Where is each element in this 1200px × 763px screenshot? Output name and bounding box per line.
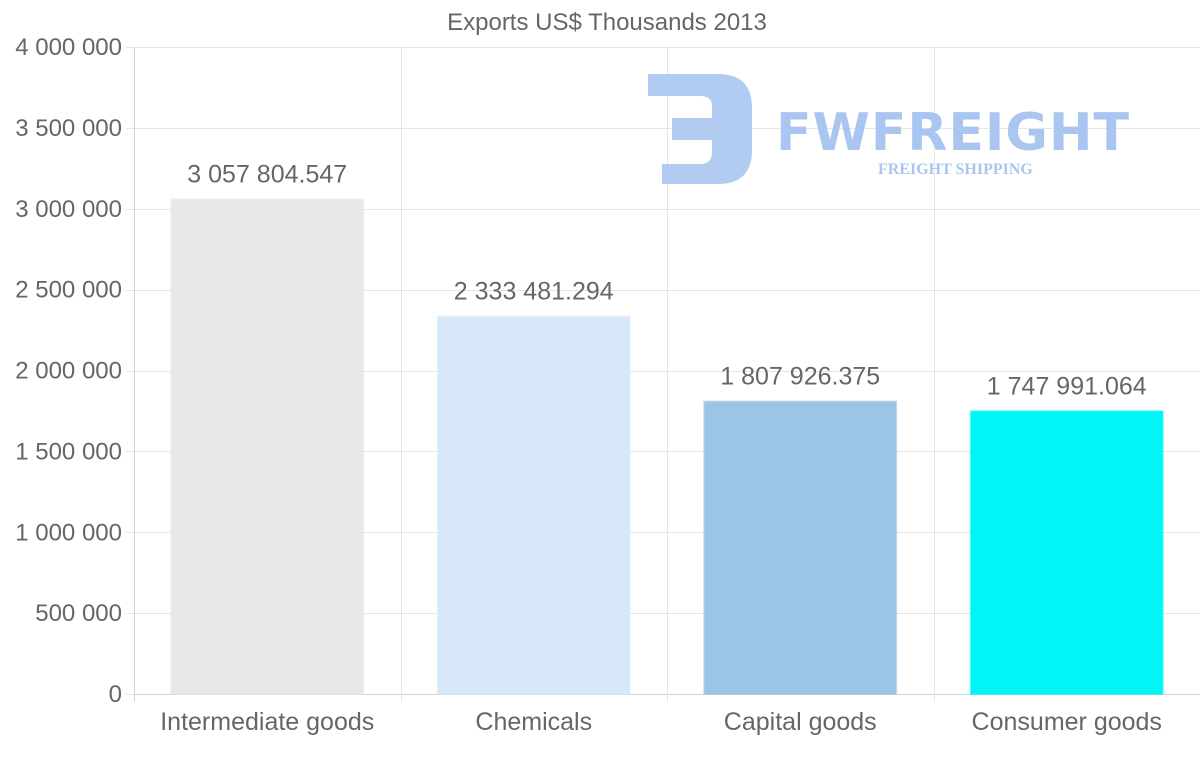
y-tick-label: 2 000 000 (15, 358, 122, 385)
y-tick-label: 1 500 000 (15, 438, 122, 465)
x-category-label: Capital goods (724, 708, 877, 736)
x-category-label: Chemicals (475, 708, 592, 736)
y-tick-label: 0 (109, 681, 122, 708)
bar (969, 410, 1164, 695)
value-labels: 3 057 804.547 2 333 481.294 1 807 926.375 1… (187, 160, 1146, 400)
bars (170, 198, 1164, 695)
y-tick-label: 500 000 (35, 600, 122, 627)
y-tick-label: 3 000 000 (15, 196, 122, 223)
bar-value-label: 2 333 481.294 (454, 278, 614, 306)
bar (436, 315, 631, 695)
watermark-tagline: FREIGHT SHIPPING (878, 161, 1033, 178)
bar (170, 198, 365, 695)
fwfreight-watermark: FWFREIGHT FREIGHT SHIPPING (648, 74, 1130, 184)
y-tick-label: 3 500 000 (15, 115, 122, 142)
y-axis-ticks: 0 500 000 1 000 000 1 500 000 2 000 000 2 500… (15, 34, 122, 708)
watermark-brand: FWFREIGHT (776, 103, 1130, 163)
bar (703, 400, 898, 695)
y-tick-label: 2 500 000 (15, 277, 122, 304)
chart-title: Exports US$ Thousands 2013 (447, 9, 767, 36)
x-axis-categories: Intermediate goods Chemicals Capital goods… (160, 708, 1162, 736)
y-tick-label: 1 000 000 (15, 519, 122, 546)
y-tick-label: 4 000 000 (15, 34, 122, 61)
x-category-label: Intermediate goods (160, 708, 374, 736)
bar-value-label: 3 057 804.547 (187, 160, 347, 188)
fwfreight-logo-icon (648, 74, 752, 184)
x-category-label: Consumer goods (972, 708, 1162, 736)
bar-value-label: 1 807 926.375 (720, 363, 880, 391)
bar-value-label: 1 747 991.064 (987, 372, 1147, 400)
